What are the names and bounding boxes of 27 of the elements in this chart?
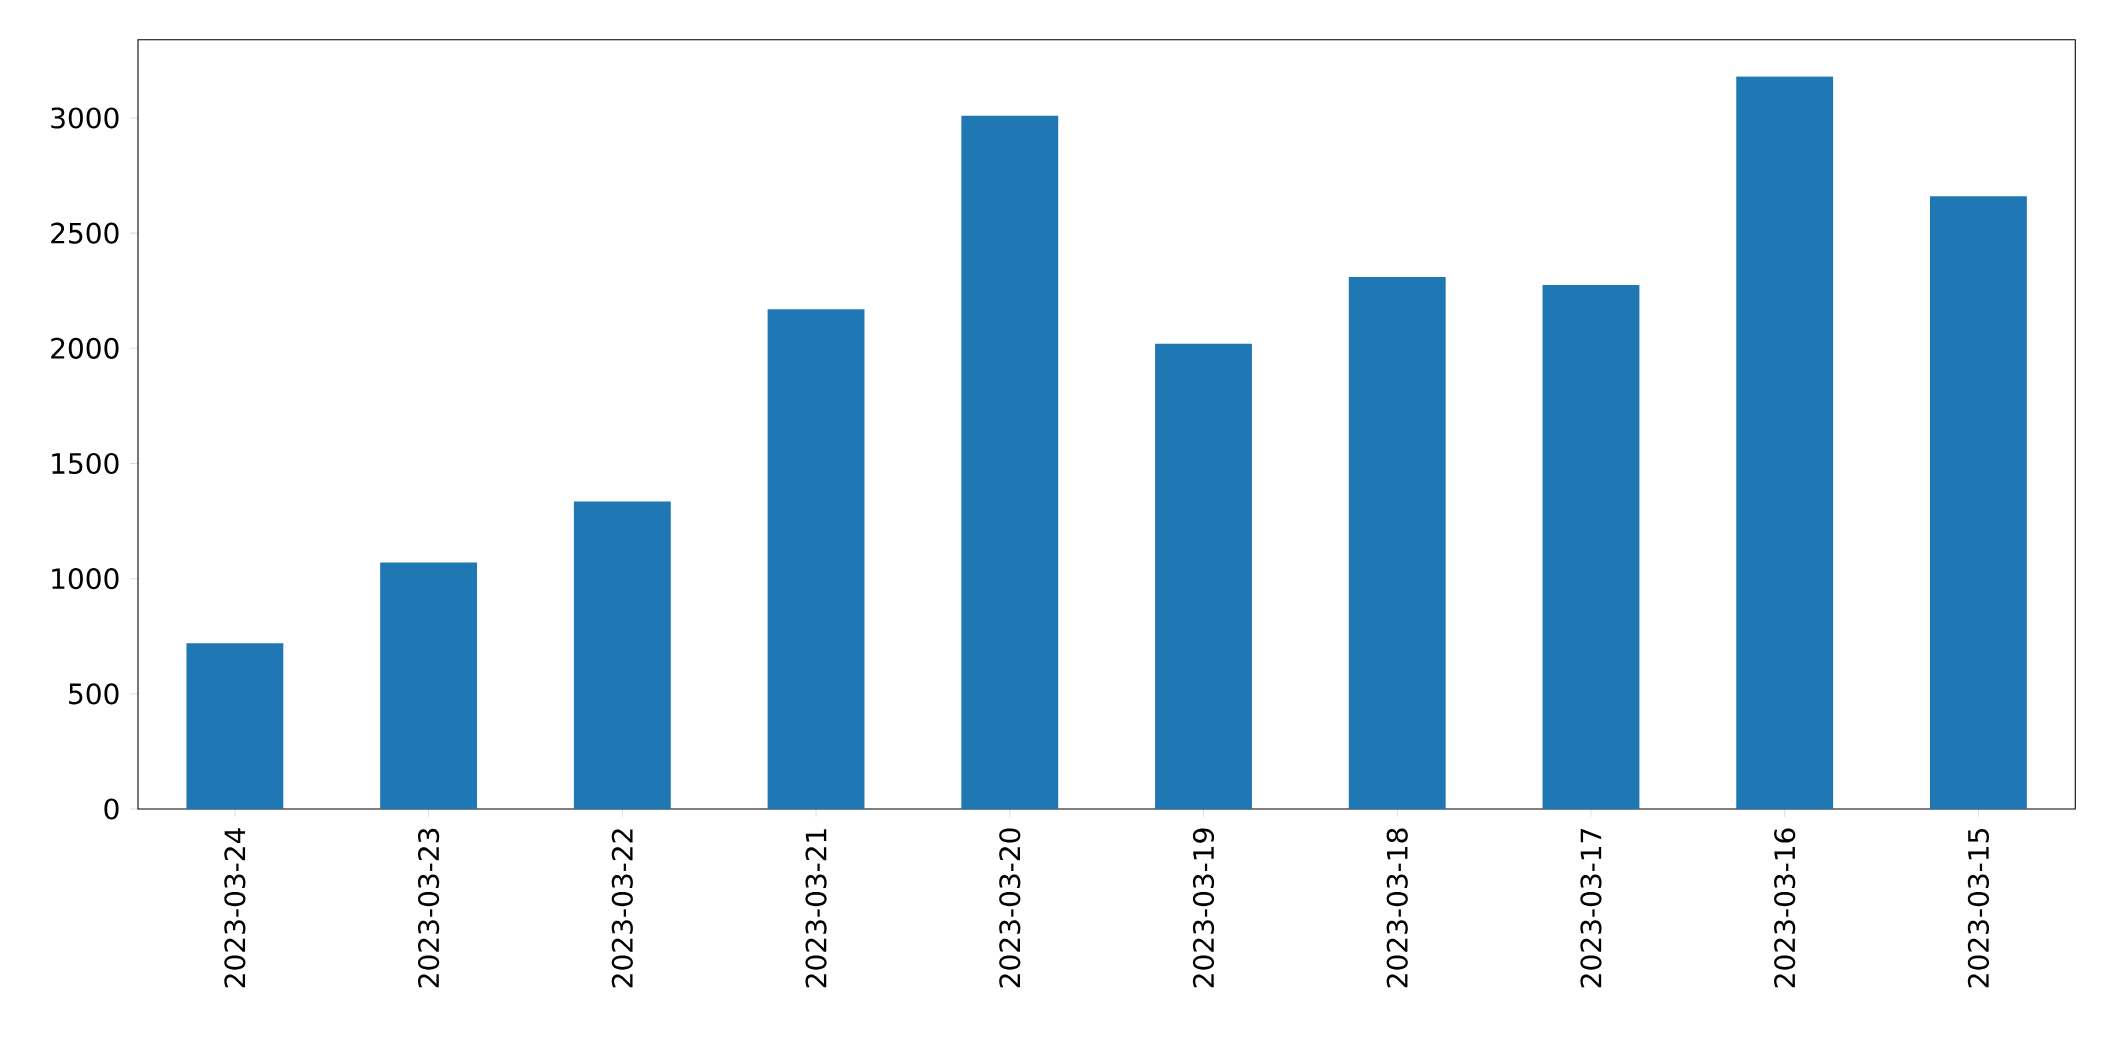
bar <box>961 115 1059 809</box>
y-tick-label: 500 <box>69 683 119 705</box>
x-tick-label: 2023-03-21 <box>805 829 827 988</box>
x-tick-label: 2023-03-16 <box>1774 828 1796 988</box>
y-tick-label: 0 <box>104 798 119 820</box>
bar <box>1542 284 1640 809</box>
bar <box>1348 276 1446 809</box>
bar <box>573 501 671 809</box>
x-tick-label: 2023-03-19 <box>1192 828 1215 988</box>
x-tick-label: 2023-03-17 <box>1580 829 1602 988</box>
y-tick-label: 2000 <box>51 337 119 359</box>
x-tick-label: 2023-03-20 <box>999 828 1021 988</box>
y-tick-label: 1500 <box>52 452 119 475</box>
bar <box>1929 196 2027 809</box>
x-tick-label: 2023-03-18 <box>1386 828 1408 988</box>
y-tick-label: 1000 <box>52 568 119 590</box>
y-tick-label: 3000 <box>51 107 119 129</box>
x-tick-label: 2023-03-22 <box>611 829 633 988</box>
x-tick-label: 2023-03-15 <box>1967 829 1990 988</box>
bar <box>1155 343 1252 809</box>
bar <box>380 562 478 809</box>
y-tick-label: 2500 <box>51 222 119 244</box>
x-tick-label: 2023-03-23 <box>418 828 440 988</box>
bar <box>1736 76 1834 809</box>
bar <box>767 309 865 809</box>
bar <box>186 643 284 809</box>
x-tick-label: 2023-03-24 <box>224 828 246 988</box>
